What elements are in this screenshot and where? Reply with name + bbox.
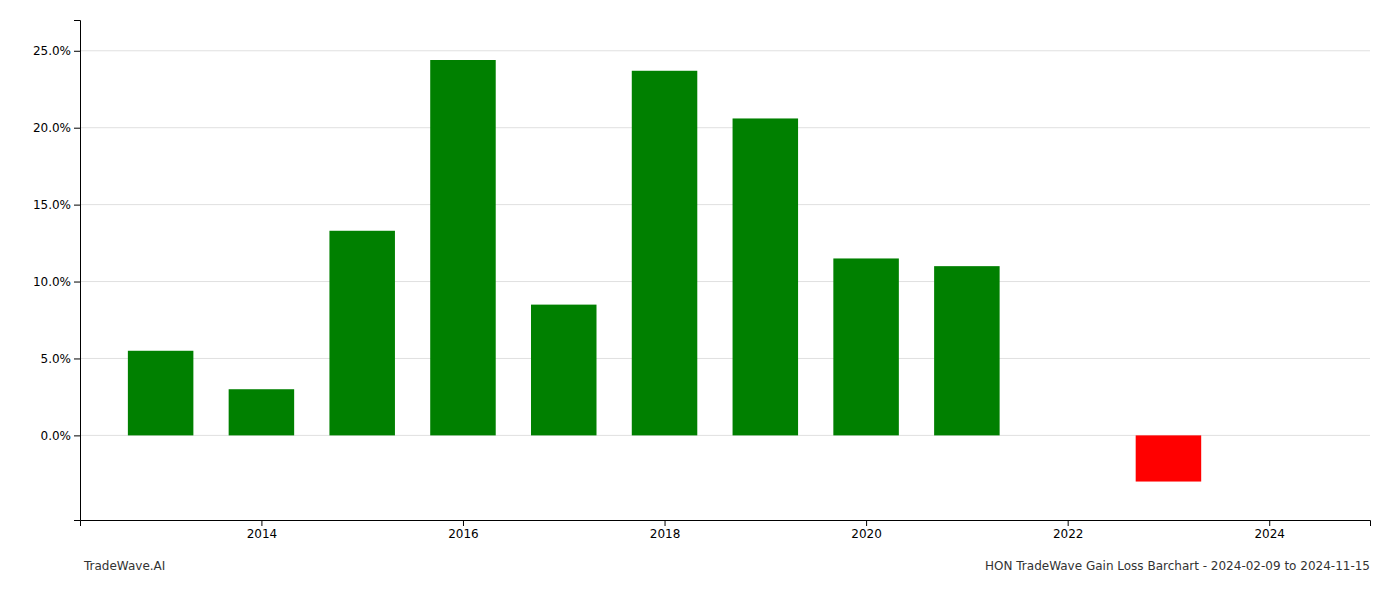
tick-label: 15.0% (33, 198, 71, 212)
bar (430, 60, 496, 435)
bar (632, 71, 698, 436)
x-axis: 2014 2016 2018 2020 2022 2024 (81, 520, 1371, 541)
bars (128, 60, 1201, 482)
tick-mark (74, 128, 80, 129)
tick-mark (261, 520, 262, 526)
bar (329, 231, 395, 436)
tick-mark (74, 358, 80, 359)
tick-mark (74, 282, 80, 283)
tick-mark (665, 520, 666, 526)
grid-line (80, 204, 1370, 205)
footer-text: HON TradeWave Gain Loss Barchart - 2024-… (985, 559, 1370, 573)
tick-label: 2018 (650, 527, 681, 541)
tick: 2024 (1254, 520, 1285, 541)
tick-mark (1068, 520, 1069, 526)
axis-line (81, 521, 1371, 527)
tick-label: 2016 (448, 527, 479, 541)
tick: 10.0% (33, 275, 80, 289)
grid-line (80, 358, 1370, 359)
tick: 15.0% (33, 198, 80, 212)
tick-label: 5.0% (41, 352, 72, 366)
tick: 2016 (448, 520, 479, 541)
tick-label: 2022 (1053, 527, 1084, 541)
tick: 5.0% (41, 352, 81, 366)
bar (1136, 435, 1202, 481)
tick: 20.0% (33, 121, 80, 135)
tick: 2022 (1053, 520, 1084, 541)
bar (128, 351, 194, 436)
axis-line (74, 21, 81, 521)
tick: 0.0% (41, 429, 81, 443)
tick-mark (1269, 520, 1270, 526)
bar (733, 118, 799, 435)
grid (80, 51, 1370, 436)
tick: 2014 (247, 520, 278, 541)
bar (934, 266, 1000, 435)
tick: 2018 (650, 520, 681, 541)
tick-mark (74, 205, 80, 206)
y-axis: 0.0% 5.0% 10.0% 15.0% 20.0% 25.0% (33, 21, 81, 521)
tick-label: 20.0% (33, 121, 71, 135)
bar (833, 258, 899, 435)
tick-label: 0.0% (41, 429, 72, 443)
bar (229, 389, 295, 435)
tick-label: 10.0% (33, 275, 71, 289)
tick: 25.0% (33, 44, 80, 58)
tick-label: 2014 (247, 527, 278, 541)
plot: 0.0% 5.0% 10.0% 15.0% 20.0% 25.0% 2014 2016 2018… (33, 21, 1371, 541)
tick: 2020 (851, 520, 882, 541)
footer-text: TradeWave.AI (83, 559, 165, 573)
tick-label: 25.0% (33, 44, 71, 58)
tick-mark (74, 435, 80, 436)
chart: 0.0% 5.0% 10.0% 15.0% 20.0% 25.0% 2014 2016 2018… (0, 0, 1400, 600)
grid-line (80, 281, 1370, 282)
tick-label: 2024 (1254, 527, 1285, 541)
tick-label: 2020 (851, 527, 882, 541)
tick-mark (866, 520, 867, 526)
bar (531, 305, 597, 436)
grid-line (80, 127, 1370, 128)
tick-mark (463, 520, 464, 526)
tick-mark (74, 51, 80, 52)
grid-line (80, 50, 1370, 51)
